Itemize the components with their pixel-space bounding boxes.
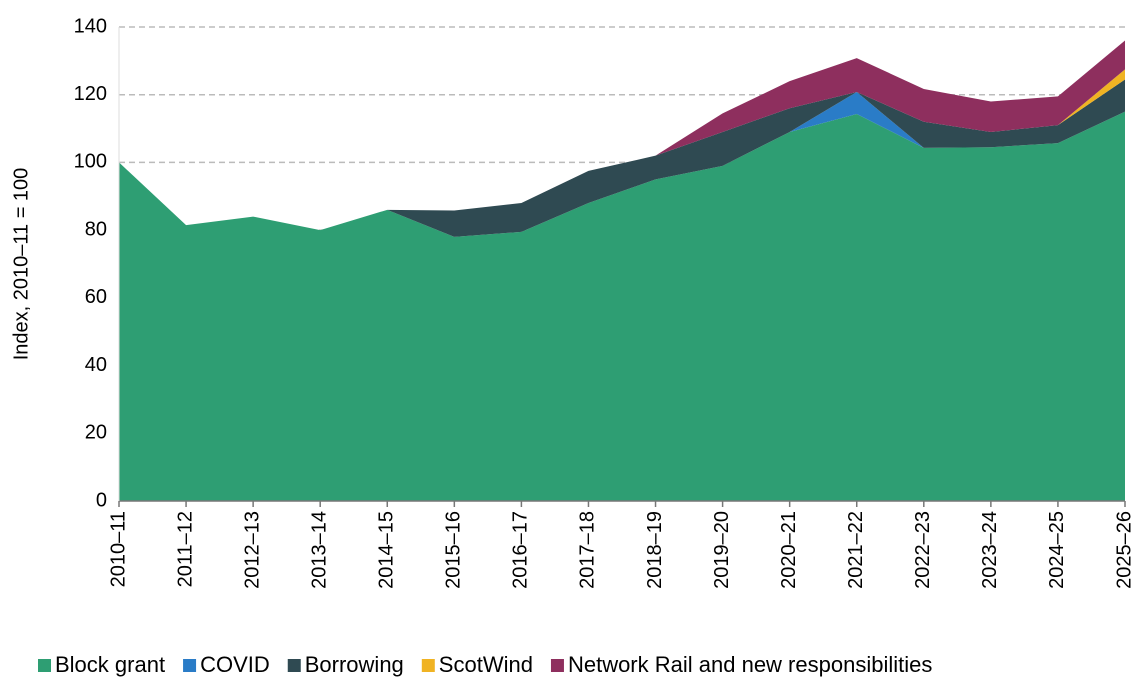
y-tick-label: 140 bbox=[74, 15, 107, 37]
x-tick-label: 2013–14 bbox=[308, 511, 330, 589]
legend-swatch bbox=[550, 659, 564, 672]
legend-label: ScotWind bbox=[439, 652, 533, 677]
area bbox=[119, 111, 1125, 502]
x-tick-label: 2012–13 bbox=[241, 511, 263, 589]
y-tick-label: 20 bbox=[85, 422, 107, 444]
y-tick-label: 0 bbox=[96, 489, 107, 511]
x-tick-label: 2010–11 bbox=[107, 511, 129, 587]
legend-swatch bbox=[287, 659, 301, 672]
x-tick-label: 2020–21 bbox=[778, 511, 800, 589]
legend-label: Block grant bbox=[55, 652, 165, 677]
x-tick-label: 2021–22 bbox=[845, 511, 867, 589]
y-tick-label: 40 bbox=[85, 354, 107, 376]
x-tick-label: 2014–15 bbox=[376, 511, 398, 589]
legend-label: COVID bbox=[200, 652, 270, 677]
x-tick-label: 2015–16 bbox=[443, 511, 465, 589]
legend-label: Network Rail and new responsibilities bbox=[568, 652, 932, 677]
x-tick-label: 2016–17 bbox=[510, 511, 532, 589]
y-tick-label: 80 bbox=[85, 218, 107, 240]
y-tick-label: 100 bbox=[74, 151, 107, 173]
legend-swatch bbox=[183, 659, 197, 672]
y-tick-label: 120 bbox=[74, 83, 107, 105]
legend-swatch bbox=[38, 659, 51, 672]
legend-swatch bbox=[421, 659, 435, 672]
x-tick-label: 2018–19 bbox=[644, 511, 666, 589]
y-axis-label: Index, 2010–11 = 100 bbox=[10, 168, 32, 361]
x-tick-label: 2017–18 bbox=[577, 511, 599, 589]
area bbox=[119, 40, 1125, 231]
x-tick-label: 2024–25 bbox=[1046, 511, 1068, 589]
x-tick-label: 2022–23 bbox=[912, 511, 934, 589]
y-tick-label: 60 bbox=[85, 286, 107, 308]
x-tick-label: 2011–12 bbox=[174, 511, 196, 587]
x-tick-label: 2025–26 bbox=[1113, 511, 1135, 589]
x-tick-label: 2019–20 bbox=[711, 511, 733, 589]
legend-label: Borrowing bbox=[305, 652, 404, 677]
x-tick-label: 2023–24 bbox=[979, 511, 1001, 589]
